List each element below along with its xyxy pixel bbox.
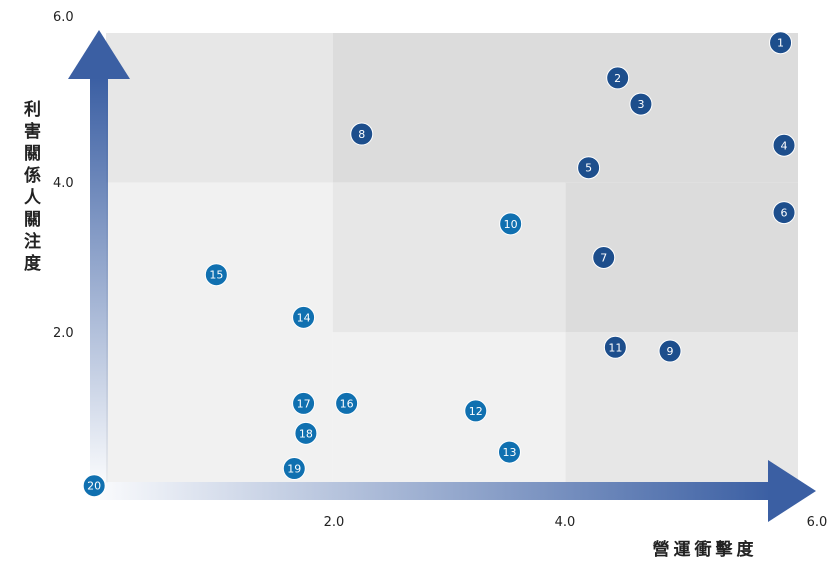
data-point: 1 <box>769 31 793 55</box>
data-point: 19 <box>282 457 306 481</box>
point-marker <box>350 122 374 146</box>
zone-backgrounds <box>106 33 798 482</box>
data-point: 4 <box>772 133 796 157</box>
point-marker <box>769 31 793 55</box>
point-marker <box>772 133 796 157</box>
point-label: 5 <box>585 162 592 175</box>
point-marker <box>292 391 316 415</box>
x-tick-label: 6.0 <box>807 515 828 530</box>
point-label: 13 <box>502 446 516 459</box>
x-axis-arrow-shaft <box>100 482 772 500</box>
point-marker <box>292 305 316 329</box>
zone-rect <box>332 182 566 333</box>
point-label: 9 <box>667 345 674 358</box>
y-tick-label: 4.0 <box>53 176 74 191</box>
y-tick-label: 2.0 <box>53 326 74 341</box>
data-point: 15 <box>204 263 228 287</box>
data-point: 18 <box>294 421 318 445</box>
point-label: 2 <box>614 72 621 85</box>
data-point: 14 <box>292 305 316 329</box>
data-point: 20 <box>82 474 106 498</box>
point-marker <box>603 335 627 359</box>
data-point: 2 <box>606 66 630 90</box>
point-label: 15 <box>209 269 223 282</box>
point-label: 11 <box>608 341 622 354</box>
point-label: 17 <box>297 397 311 410</box>
zone-rect <box>565 332 798 482</box>
data-point: 5 <box>577 156 601 180</box>
point-marker <box>464 399 488 423</box>
zone-rect <box>332 33 798 183</box>
point-label: 16 <box>340 397 354 410</box>
data-point: 6 <box>772 201 796 225</box>
point-marker <box>772 201 796 225</box>
point-label: 18 <box>299 427 313 440</box>
point-marker <box>592 246 616 269</box>
point-label: 12 <box>469 405 483 418</box>
point-marker <box>82 474 106 498</box>
data-point: 7 <box>592 246 616 269</box>
point-label: 1 <box>777 37 784 50</box>
point-marker <box>577 156 601 180</box>
x-tick-label: 2.0 <box>324 515 345 530</box>
data-point: 11 <box>603 335 627 359</box>
point-label: 19 <box>287 463 301 476</box>
data-point: 3 <box>629 92 653 116</box>
point-marker <box>658 339 682 363</box>
point-label: 6 <box>781 207 788 220</box>
data-point: 12 <box>464 399 488 423</box>
data-point: 16 <box>335 391 359 415</box>
point-label: 10 <box>504 218 518 231</box>
y-tick-label: 6.0 <box>53 10 74 25</box>
zone-rect <box>332 332 566 482</box>
data-point: 10 <box>499 212 523 236</box>
point-label: 3 <box>637 98 644 111</box>
y-axis-title: 利害關係人關注度 <box>20 99 41 276</box>
point-marker <box>629 92 653 116</box>
point-label: 4 <box>781 139 788 152</box>
x-tick-label: 4.0 <box>555 515 576 530</box>
data-point: 9 <box>658 339 682 363</box>
point-marker <box>294 421 318 445</box>
data-point: 17 <box>292 391 316 415</box>
point-label: 8 <box>358 128 365 141</box>
point-marker <box>204 263 228 287</box>
point-label: 20 <box>87 480 101 493</box>
point-marker <box>335 391 359 415</box>
y-axis-arrow-head <box>68 30 130 79</box>
point-marker <box>282 457 306 481</box>
data-point: 13 <box>497 440 521 464</box>
data-point: 8 <box>350 122 374 146</box>
point-marker <box>606 66 630 90</box>
point-marker <box>497 440 521 464</box>
y-axis-arrow-shaft <box>90 78 108 483</box>
point-label: 7 <box>600 252 607 265</box>
point-marker <box>499 212 523 236</box>
zone-rect <box>106 33 333 183</box>
point-label: 14 <box>297 311 311 324</box>
x-axis-arrow-head <box>768 460 816 522</box>
x-axis-title: 營運衝擊度 <box>653 539 758 560</box>
